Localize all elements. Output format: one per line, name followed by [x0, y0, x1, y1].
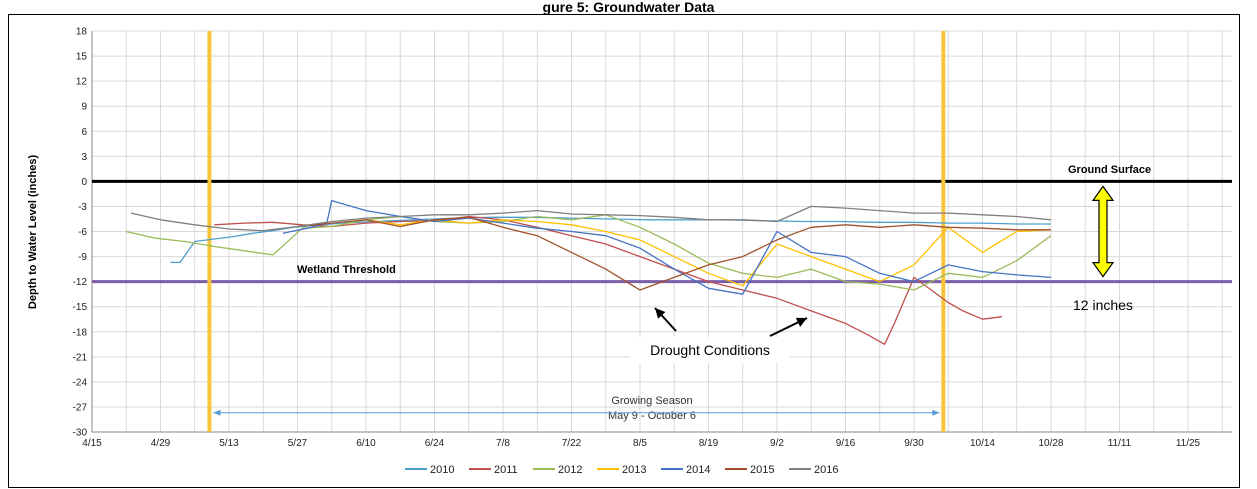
drought-label-box — [630, 337, 790, 363]
growing-season-dates: May 9 - October 6 — [608, 410, 696, 422]
legend-label-2013: 2013 — [622, 464, 646, 476]
y-tick-label: -6 — [78, 227, 87, 238]
x-tick-label: 8/19 — [699, 438, 719, 449]
growing-season-arrow — [213, 409, 940, 416]
x-tick-label: 11/25 — [1176, 438, 1201, 449]
x-tick-label: 4/15 — [82, 438, 102, 449]
twelve-inches-label: 12 inches — [1073, 297, 1133, 313]
y-tick-label: -15 — [73, 302, 88, 313]
y-tick-label: 18 — [76, 27, 88, 38]
x-tick-label: 6/10 — [356, 438, 376, 449]
y-tick-label: 12 — [76, 77, 88, 88]
y-tick-label: -30 — [73, 428, 88, 439]
legend-label-2014: 2014 — [686, 464, 710, 476]
y-tick-label: -9 — [78, 252, 87, 263]
y-tick-label: -18 — [73, 327, 88, 338]
y-tick-label: 6 — [81, 127, 87, 138]
x-tick-label: 6/24 — [425, 438, 445, 449]
twelve-inch-arrow — [1091, 185, 1115, 278]
x-tick-label: 7/22 — [562, 438, 582, 449]
growing-season-title: Growing Season — [611, 395, 692, 407]
season-arrow-right-head — [932, 409, 940, 416]
annotations: Ground Surface Wetland Threshold 12 inch… — [213, 164, 1151, 422]
x-tick-label: 9/30 — [904, 438, 924, 449]
x-tick-label: 4/29 — [151, 438, 171, 449]
x-tick-label: 7/8 — [496, 438, 510, 449]
x-tick-label: 8/5 — [633, 438, 647, 449]
x-tick-label: 5/13 — [219, 438, 239, 449]
drought-arrow-left-head — [655, 308, 666, 319]
y-tick-label: 9 — [81, 102, 87, 113]
series-line-2016 — [130, 205, 1052, 232]
y-tick-label: -12 — [73, 277, 88, 288]
legend-label-2010: 2010 — [430, 464, 454, 476]
series-line-2013 — [365, 219, 1052, 287]
x-tick-label: 11/11 — [1108, 438, 1132, 449]
y-axis-label: Depth to Water Level (inches) — [27, 155, 39, 310]
x-tick-label: 10/28 — [1038, 438, 1063, 449]
series-line-2010 — [170, 216, 1051, 264]
x-tick-label: 9/16 — [836, 438, 856, 449]
x-tick-label: 9/2 — [770, 438, 784, 449]
series-line-2012 — [126, 214, 1052, 291]
y-tick-label: 0 — [81, 177, 87, 188]
x-tick-label: 10/14 — [970, 438, 995, 449]
series-line-2014 — [282, 199, 1052, 295]
twelve-inch-arrow-shape — [1091, 185, 1115, 278]
series-line-2011 — [214, 215, 1003, 345]
drought-conditions-label: Drought Conditions — [650, 342, 770, 358]
y-tick-label: 3 — [81, 152, 87, 163]
y-tick-label: -24 — [73, 377, 88, 388]
ground-surface-label: Ground Surface — [1068, 164, 1151, 176]
x-axis-ticks: 4/15 4/29 5/13 5/27 6/10 6/24 7/8 7/22 8/5 8/19 9/… — [82, 438, 1200, 449]
x-tick-label: 5/27 — [288, 438, 308, 449]
legend-label-2011: 2011 — [494, 464, 518, 476]
series-line-2015 — [297, 216, 1051, 291]
drought-arrows — [654, 307, 808, 337]
series-lines — [126, 199, 1052, 345]
y-tick-label: -3 — [78, 202, 87, 213]
y-tick-label: 15 — [76, 52, 88, 63]
legend-label-2012: 2012 — [558, 464, 582, 476]
y-tick-label: -21 — [73, 352, 88, 363]
legend: 2010 2011 2012 2013 2014 2015 2016 — [405, 464, 838, 476]
legend-label-2016: 2016 — [814, 464, 838, 476]
legend-label-2015: 2015 — [750, 464, 774, 476]
y-axis-ticks: 18 15 12 9 6 3 0 -3 -6 -9 -12 -15 -18 -21 -24 -27 -30 — [73, 27, 88, 439]
wetland-threshold-label: Wetland Threshold — [297, 264, 396, 276]
season-arrow-left-head — [213, 409, 221, 416]
y-tick-label: -27 — [73, 402, 88, 413]
chart-title: gure 5: Groundwater Data — [542, 0, 715, 15]
drought-arrow-right-head — [795, 317, 807, 327]
